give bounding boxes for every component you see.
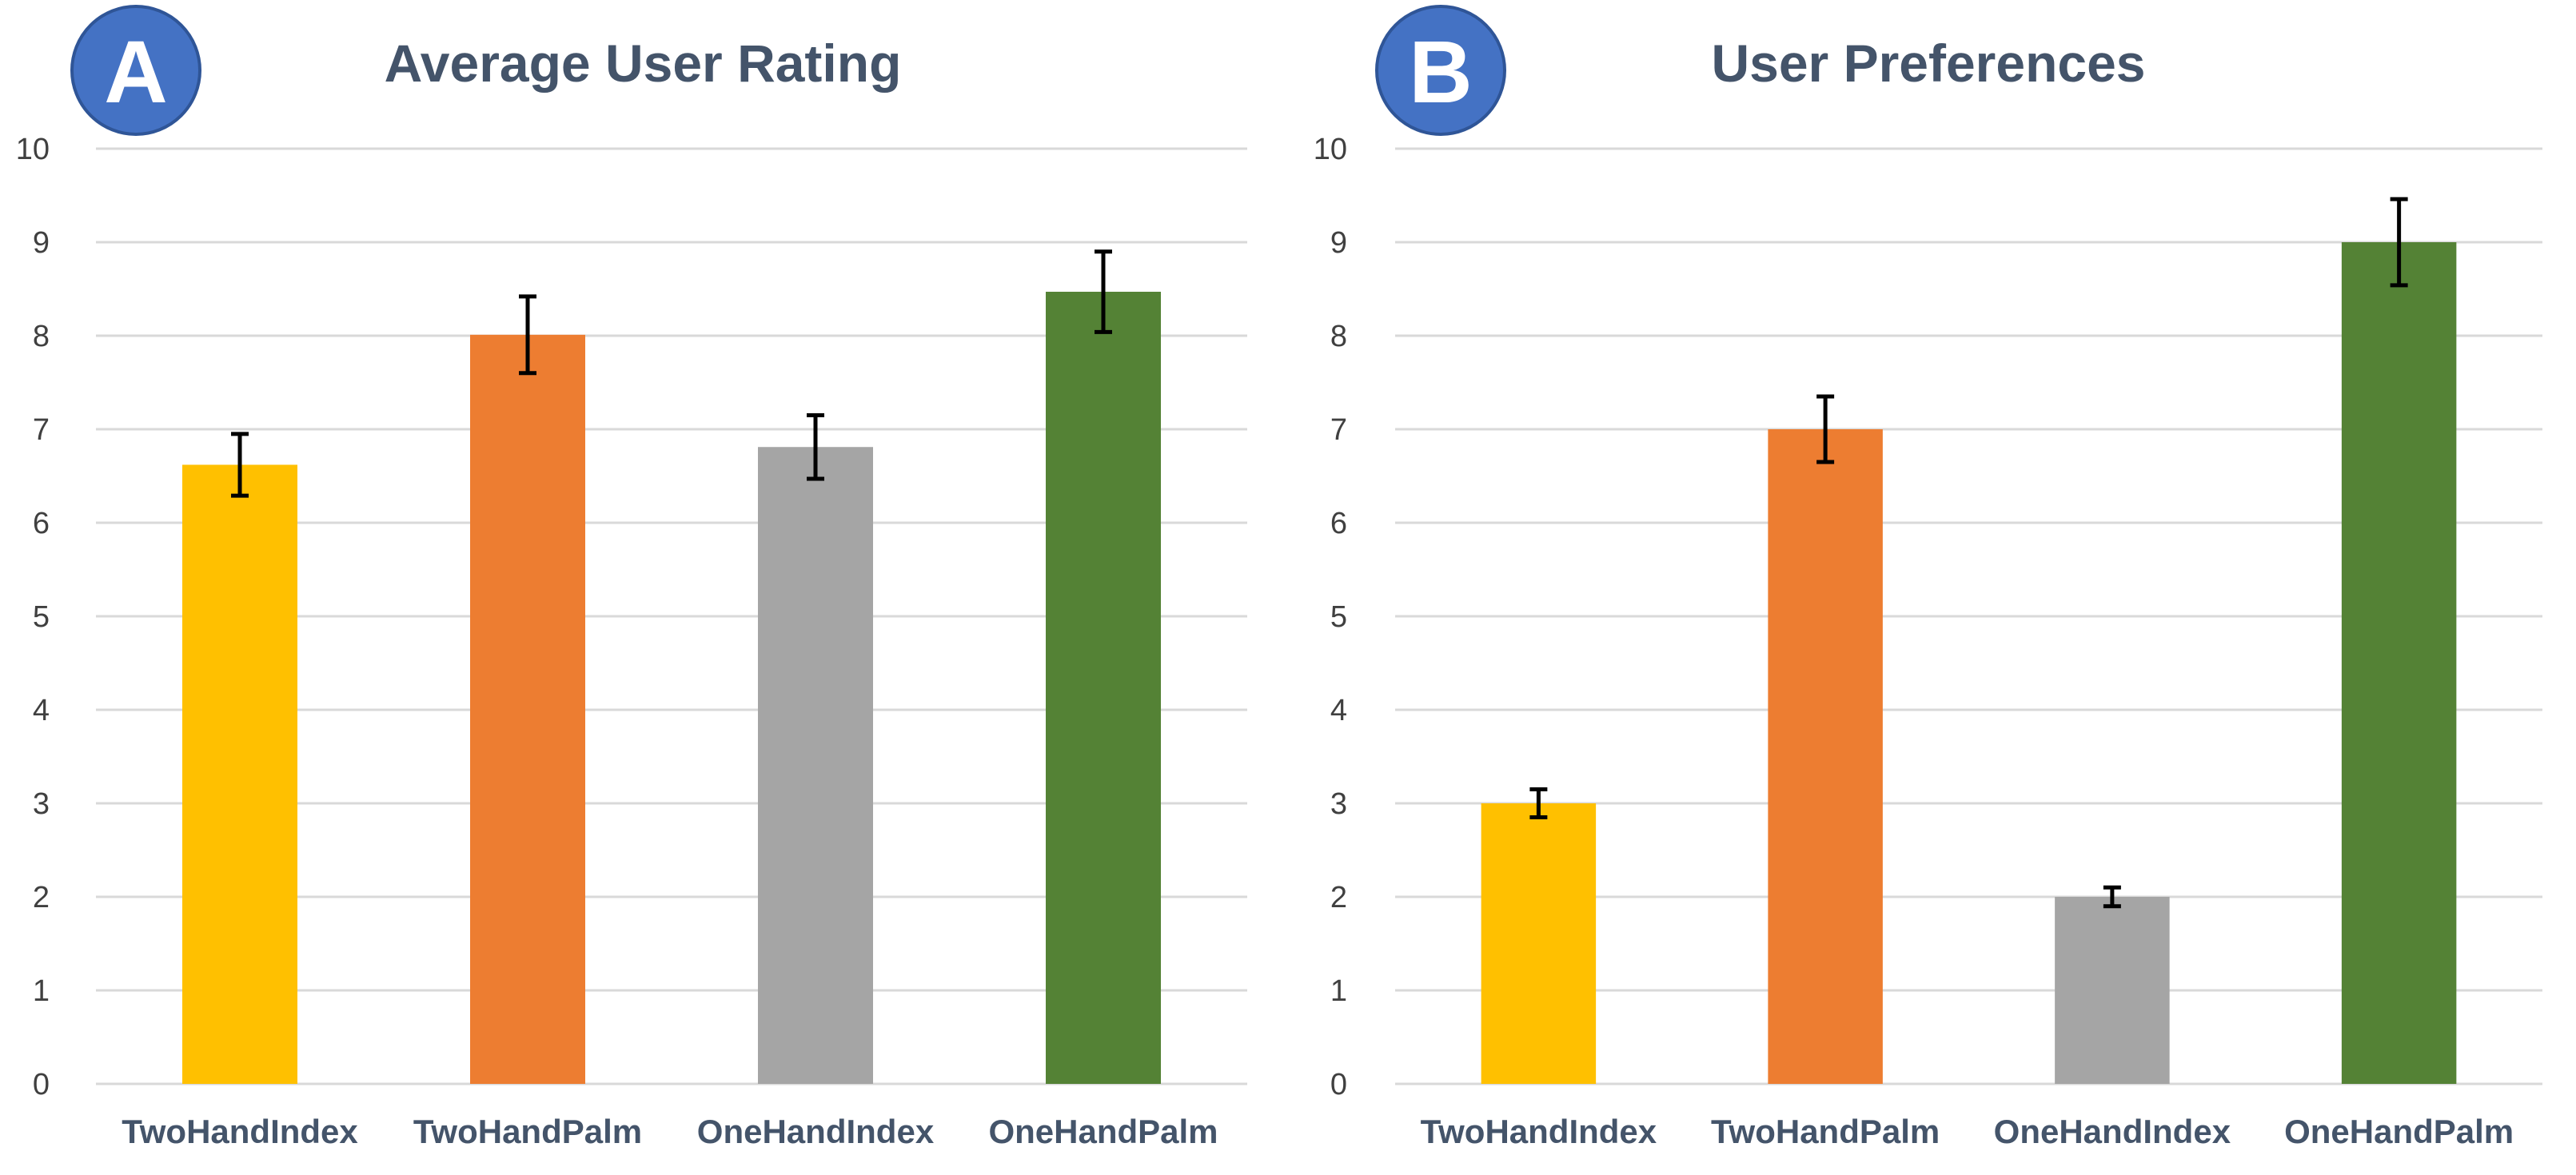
y-tick-label: 8 — [33, 320, 50, 353]
bar-onehandpalm — [1046, 292, 1161, 1084]
panel-a: A Average User Rating 0 1 2 3 4 5 6 7 8 9 10 TwoHa… — [16, 5, 1247, 1150]
x-axis-labels: TwoHandIndex TwoHandPalm OneHandIndex OneHa… — [1421, 1113, 2514, 1150]
badge-b: B — [1375, 5, 1506, 136]
y-tick-label: 5 — [33, 600, 50, 634]
chart-title: User Preferences — [1711, 34, 2145, 93]
y-tick-label: 0 — [33, 1068, 50, 1101]
panel-b: B User Preferences 0 1 2 3 4 5 6 7 8 9 10 TwoHandI… — [1314, 5, 2542, 1150]
y-tick-label: 8 — [1330, 320, 1347, 353]
y-tick-label: 7 — [33, 413, 50, 447]
x-category-label: OneHandIndex — [697, 1113, 935, 1150]
error-bar-onehandpalm — [1095, 249, 1112, 334]
error-bar-onehandindex — [2103, 885, 2121, 909]
error-bars — [231, 249, 1112, 498]
error-bar-twohandindex — [231, 432, 249, 498]
y-tick-label: 7 — [1330, 413, 1347, 447]
y-tick-label: 6 — [33, 507, 50, 540]
error-bar-onehandindex — [807, 412, 824, 481]
badge-letter: A — [104, 23, 167, 121]
y-tick-label: 6 — [1330, 507, 1347, 540]
y-axis-ticks: 0 1 2 3 4 5 6 7 8 9 10 — [16, 133, 50, 1101]
badge-a: A — [70, 5, 201, 136]
bar-onehandindex — [758, 447, 873, 1084]
y-tick-label: 10 — [16, 133, 50, 166]
x-category-label: TwoHandPalm — [1711, 1113, 1940, 1150]
y-tick-label: 0 — [1330, 1068, 1347, 1101]
bars — [1481, 242, 2457, 1084]
x-category-label: TwoHandIndex — [1421, 1113, 1657, 1150]
bar-onehandindex — [2055, 897, 2170, 1084]
badge-circle — [1375, 5, 1506, 136]
y-tick-label: 3 — [1330, 787, 1347, 821]
error-bar-twohandpalm — [519, 294, 536, 376]
x-category-label: TwoHandIndex — [122, 1113, 358, 1150]
error-bar-onehandpalm — [2390, 197, 2408, 288]
x-category-label: OneHandPalm — [988, 1113, 1218, 1150]
y-tick-label: 4 — [1330, 694, 1347, 727]
bar-twohandpalm — [470, 334, 585, 1085]
bar-twohandindex — [1481, 803, 1597, 1084]
x-category-label: TwoHandPalm — [413, 1113, 642, 1150]
y-tick-label: 5 — [1330, 600, 1347, 634]
error-bars — [1529, 197, 2408, 909]
y-tick-label: 10 — [1314, 133, 1347, 166]
y-tick-label: 4 — [33, 694, 50, 727]
chart-title: Average User Rating — [385, 34, 902, 93]
y-tick-label: 1 — [1330, 974, 1347, 1008]
y-tick-label: 3 — [33, 787, 50, 821]
bar-twohandpalm — [1768, 429, 1883, 1084]
badge-letter: B — [1409, 23, 1472, 121]
error-bar-twohandindex — [1529, 787, 1548, 820]
bars — [182, 292, 1161, 1085]
y-tick-label: 9 — [33, 226, 50, 260]
badge-circle — [70, 5, 201, 136]
y-tick-label: 1 — [33, 974, 50, 1008]
x-category-label: OneHandPalm — [2284, 1113, 2514, 1150]
y-tick-label: 2 — [33, 881, 50, 914]
bar-twohandindex — [182, 464, 297, 1084]
y-tick-label: 9 — [1330, 226, 1347, 260]
bar-onehandpalm — [2341, 242, 2457, 1084]
x-axis-labels: TwoHandIndex TwoHandPalm OneHandIndex OneHa… — [122, 1113, 1218, 1150]
error-bar-twohandpalm — [1816, 394, 1835, 464]
y-axis-ticks: 0 1 2 3 4 5 6 7 8 9 10 — [1314, 133, 1347, 1101]
y-tick-label: 2 — [1330, 881, 1347, 914]
x-category-label: OneHandIndex — [1994, 1113, 2231, 1150]
